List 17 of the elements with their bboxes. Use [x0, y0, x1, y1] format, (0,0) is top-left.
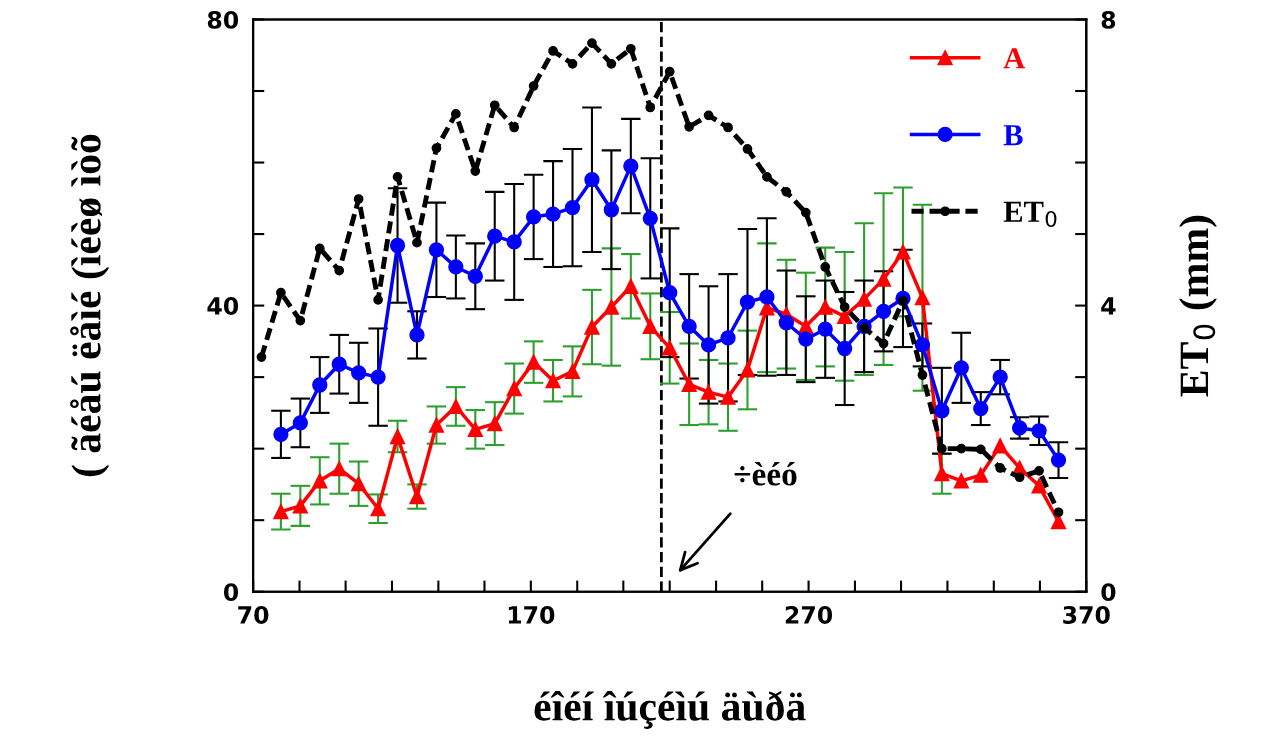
- legend-label: B: [1003, 125, 1023, 146]
- y2-axis-title: ET$_{0}$ (mm): [1179, 215, 1217, 397]
- y2-tick-label: 8: [1101, 10, 1116, 29]
- y-tick-label: 80: [207, 10, 239, 29]
- y-axis-title: ( ãéåú ëåìé (ìéèø ìòõ: [70, 134, 110, 477]
- x-tick-label: 270: [785, 606, 833, 624]
- x-axis-title: éîéí îúçéìú äùðä: [534, 690, 806, 729]
- x-tick-label: 370: [1063, 606, 1110, 624]
- y2-tick-label: 0: [1101, 583, 1116, 602]
- y-tick-label: 40: [207, 297, 239, 315]
- annotation: ÷èéó: [734, 462, 797, 486]
- x-tick-label: 170: [508, 606, 555, 624]
- legend-label: ET$_{0}$: [1003, 201, 1057, 228]
- legend-label: A: [1003, 48, 1026, 69]
- y2-tick-label: 4: [1101, 297, 1116, 315]
- y-tick-label: 0: [223, 583, 239, 602]
- x-tick-label: 70: [238, 606, 269, 624]
